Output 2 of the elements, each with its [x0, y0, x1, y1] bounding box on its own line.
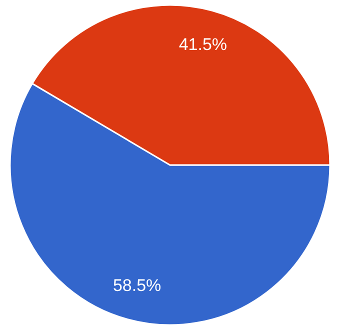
data-label: 41.5% [178, 35, 228, 54]
data-label: 58.5% [112, 276, 162, 295]
